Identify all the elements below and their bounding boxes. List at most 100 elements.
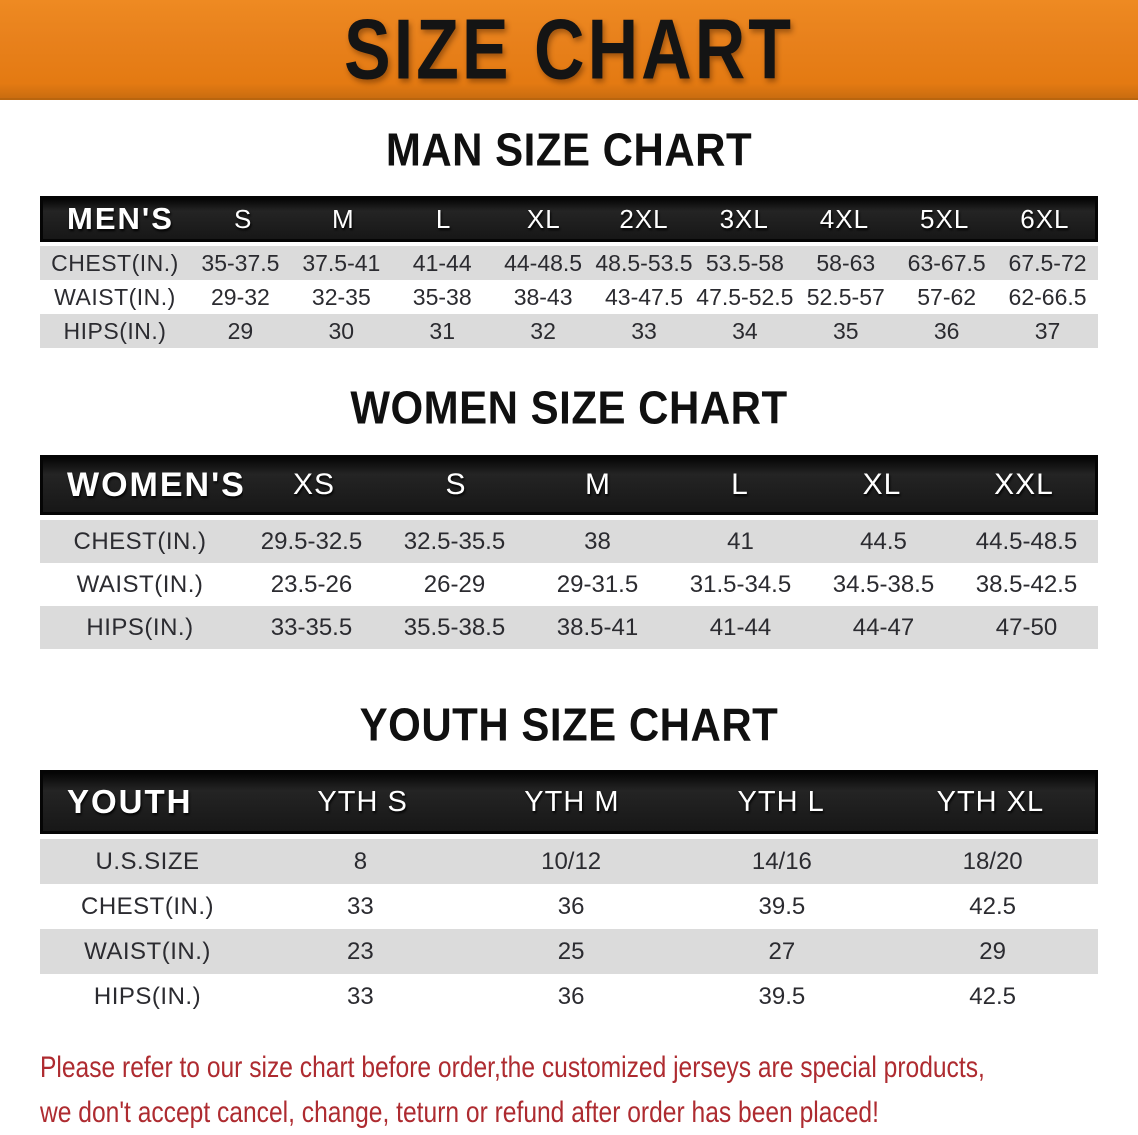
measurement-value: 52.5-57: [806, 283, 885, 310]
measurement-value: 32-35: [311, 283, 371, 310]
measurement-value: 48.5-53.5: [595, 249, 693, 276]
measurement-value: 41: [727, 527, 754, 555]
size-header-cell: YTH S: [317, 785, 408, 818]
youth-size-table: YOUTH YTH S YTH M YTH L YTH XL U.S.SIZE …: [40, 770, 1098, 1019]
size-chart-banner: SIZE CHART: [0, 0, 1138, 100]
measurement-label: CHEST(IN.): [51, 249, 179, 276]
size-header-cell: L: [731, 468, 749, 501]
size-header-cell: XL: [862, 468, 902, 501]
disclaimer-text: Please refer to our size chart before or…: [40, 1045, 1138, 1135]
youth-table-header: YOUTH YTH S YTH M YTH L YTH XL: [40, 770, 1098, 834]
table-row-chest: CHEST(IN.) 33 36 39.5 42.5: [40, 884, 1098, 929]
measurement-value: 58-63: [816, 249, 876, 276]
size-header-cell: L: [435, 203, 452, 234]
youth-section: YOUTH SIZE CHART YOUTH YTH S YTH M YTH L…: [0, 699, 1138, 1019]
measurement-label: U.S.SIZE: [95, 847, 200, 875]
measurement-value: 27: [768, 937, 796, 965]
size-header-cell: 2XL: [619, 203, 669, 234]
size-header-cell: XXL: [994, 468, 1054, 501]
measurement-value: 36: [557, 982, 585, 1010]
measurement-value: 36: [933, 317, 960, 344]
measurement-value: 33: [631, 317, 657, 344]
table-row-ussize: U.S.SIZE 8 10/12 14/16 18/20: [40, 839, 1098, 884]
table-row-waist: WAIST(IN.) 23 25 27 29: [40, 929, 1098, 974]
measurement-value: 29: [979, 937, 1006, 965]
table-row-hips: HIPS(IN.) 29 30 31 32 33 34 35 36 37: [40, 314, 1098, 348]
size-header-cell: M: [585, 468, 611, 501]
size-header-cell: XL: [526, 203, 561, 234]
women-size-table: WOMEN'S XS S M L XL XXL CHEST(IN.) 29.5-…: [40, 455, 1098, 649]
size-header-cell: 3XL: [719, 203, 769, 234]
men-section: MAN SIZE CHART MEN'S S M L XL 2XL 3XL 4X…: [0, 123, 1138, 348]
table-row-chest: CHEST(IN.) 29.5-32.5 32.5-35.5 38 41 44.…: [40, 520, 1098, 563]
men-size-table: MEN'S S M L XL 2XL 3XL 4XL 5XL 6XL CHEST…: [40, 196, 1098, 348]
men-section-heading: MAN SIZE CHART: [385, 123, 753, 176]
women-table-header: WOMEN'S XS S M L XL XXL: [40, 455, 1098, 515]
measurement-value: 35.5-38.5: [403, 613, 506, 641]
size-header-cell: YTH L: [737, 785, 825, 818]
table-row-waist: WAIST(IN.) 29-32 32-35 35-38 38-43 43-47…: [40, 280, 1098, 314]
measurement-value: 37.5-41: [302, 249, 381, 276]
measurement-value: 36: [557, 892, 585, 920]
measurement-value: 29-31.5: [556, 570, 639, 598]
measurement-value: 67.5-72: [1008, 249, 1087, 276]
measurement-value: 47.5-52.5: [696, 283, 794, 310]
measurement-value: 10/12: [541, 847, 602, 875]
measurement-value: 14/16: [751, 847, 812, 875]
measurement-label: CHEST(IN.): [81, 892, 214, 920]
measurement-value: 33: [347, 892, 374, 920]
youth-group-label: YOUTH: [67, 783, 193, 820]
women-section: WOMEN SIZE CHART WOMEN'S XS S M L XL XXL…: [0, 381, 1138, 649]
measurement-value: 31: [429, 317, 455, 344]
measurement-label: HIPS(IN.): [63, 317, 167, 344]
measurement-value: 38.5-41: [556, 613, 639, 641]
measurement-label: WAIST(IN.): [84, 937, 211, 965]
measurement-value: 33: [347, 982, 374, 1010]
measurement-label: HIPS(IN.): [86, 613, 194, 641]
measurement-value: 23.5-26: [270, 570, 353, 598]
size-header-cell: M: [331, 203, 355, 234]
measurement-value: 18/20: [962, 847, 1023, 875]
measurement-value: 39.5: [758, 892, 806, 920]
size-header-cell: YTH M: [524, 785, 620, 818]
disclaimer-line-2: we don't accept cancel, change, teturn o…: [40, 1096, 879, 1129]
table-row-waist: WAIST(IN.) 23.5-26 26-29 29-31.5 31.5-34…: [40, 563, 1098, 606]
measurement-label: WAIST(IN.): [76, 570, 204, 598]
measurement-value: 32: [530, 317, 556, 344]
measurement-value: 41-44: [412, 249, 472, 276]
measurement-value: 44.5-48.5: [975, 527, 1078, 555]
measurement-value: 35-37.5: [201, 249, 280, 276]
measurement-value: 37: [1034, 317, 1061, 344]
measurement-value: 8: [353, 847, 368, 875]
measurement-value: 39.5: [758, 982, 806, 1010]
measurement-value: 29: [227, 317, 254, 344]
size-header-cell: XS: [292, 468, 336, 501]
size-header-cell: 4XL: [819, 203, 870, 234]
size-header-cell: S: [445, 468, 467, 501]
measurement-value: 41-44: [709, 613, 772, 641]
measurement-value: 42.5: [969, 892, 1016, 920]
table-row-hips: HIPS(IN.) 33-35.5 35.5-38.5 38.5-41 41-4…: [40, 606, 1098, 649]
measurement-label: HIPS(IN.): [93, 982, 202, 1010]
measurement-value: 43-47.5: [604, 283, 683, 310]
measurement-value: 42.5: [969, 982, 1016, 1010]
measurement-value: 57-62: [917, 283, 977, 310]
measurement-label: CHEST(IN.): [73, 527, 207, 555]
size-header-cell: 6XL: [1020, 203, 1070, 234]
men-table-header: MEN'S S M L XL 2XL 3XL 4XL 5XL 6XL: [40, 196, 1098, 242]
size-header-cell: 5XL: [920, 203, 970, 234]
measurement-value: 34: [732, 317, 758, 344]
measurement-value: 34.5-38.5: [832, 570, 935, 598]
measurement-value: 53.5-58: [705, 249, 784, 276]
measurement-value: 62-66.5: [1008, 283, 1087, 310]
measurement-value: 33-35.5: [270, 613, 353, 641]
measurement-value: 30: [328, 317, 355, 344]
men-group-label: MEN'S: [67, 201, 174, 236]
women-section-heading: WOMEN SIZE CHART: [350, 381, 788, 434]
disclaimer-line-1: Please refer to our size chart before or…: [40, 1051, 985, 1084]
measurement-value: 31.5-34.5: [689, 570, 792, 598]
size-header-cell: S: [233, 203, 253, 234]
measurement-value: 47-50: [995, 613, 1058, 641]
women-group-label: WOMEN'S: [67, 465, 243, 504]
measurement-label: WAIST(IN.): [54, 283, 176, 310]
